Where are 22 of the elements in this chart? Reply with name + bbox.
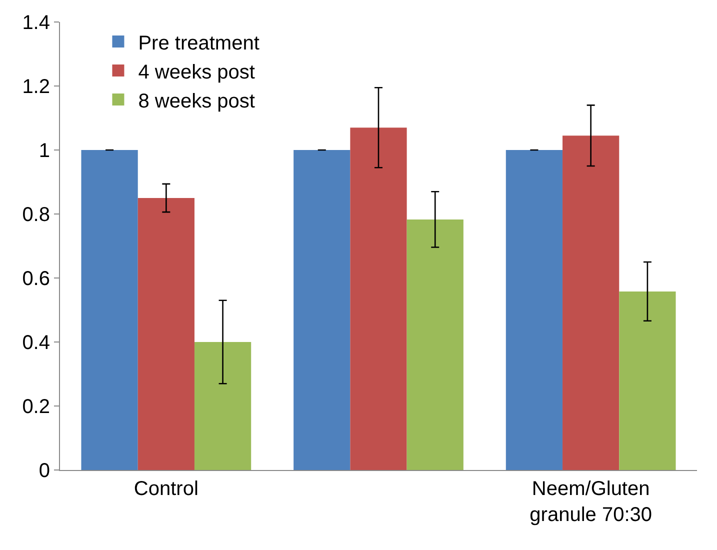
- legend-label: 8 weeks post: [138, 90, 256, 112]
- legend-label: 4 weeks post: [138, 61, 256, 84]
- y-tick-label: 0.6: [22, 268, 50, 290]
- legend-label: Pre treatment: [138, 32, 260, 54]
- bar: [406, 219, 464, 470]
- y-tick-label: 1: [38, 140, 50, 162]
- y-tick-label: 0.8: [22, 204, 50, 226]
- y-tick-label: 1.2: [22, 76, 50, 98]
- bar: [138, 198, 194, 470]
- y-tick-label: 0.2: [22, 396, 50, 418]
- y-tick-label: 0: [38, 460, 50, 482]
- bar: [562, 136, 620, 470]
- bar: [294, 150, 350, 470]
- bar: [350, 128, 407, 470]
- y-tick-label: 1.4: [22, 12, 50, 34]
- bar: [194, 342, 252, 470]
- y-tick-label: 0.4: [22, 332, 50, 354]
- x-tick-label: Control: [134, 478, 198, 500]
- x-tick-label: Neem/Gluten granule 70:30: [530, 478, 652, 526]
- bar: [506, 150, 563, 470]
- bar: [619, 291, 676, 470]
- bar: [81, 150, 138, 470]
